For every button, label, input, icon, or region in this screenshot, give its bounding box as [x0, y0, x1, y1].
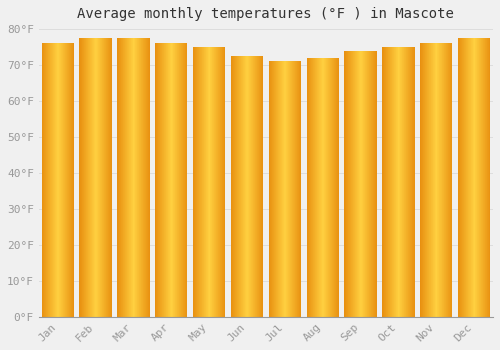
- Bar: [306, 58, 339, 317]
- Bar: [231, 56, 263, 317]
- Bar: [193, 47, 225, 317]
- Title: Average monthly temperatures (°F ) in Mascote: Average monthly temperatures (°F ) in Ma…: [78, 7, 454, 21]
- Bar: [420, 43, 452, 317]
- Bar: [80, 38, 112, 317]
- Bar: [382, 47, 414, 317]
- Bar: [118, 38, 150, 317]
- Bar: [458, 38, 490, 317]
- Bar: [42, 43, 74, 317]
- Bar: [155, 43, 188, 317]
- Bar: [344, 51, 376, 317]
- Bar: [269, 62, 301, 317]
